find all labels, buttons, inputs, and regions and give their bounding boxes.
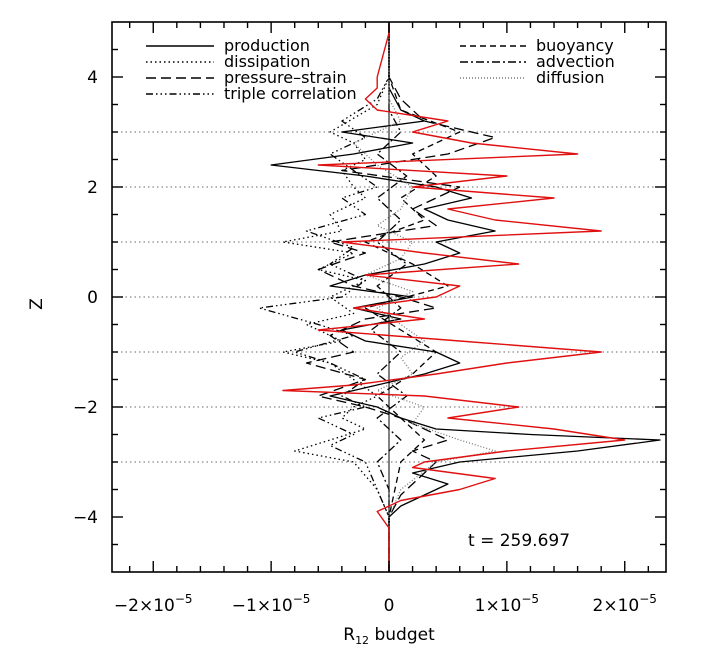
legend-label: advection bbox=[536, 52, 615, 71]
legend-label: diffusion bbox=[536, 68, 604, 87]
series-line-pressure-strain bbox=[305, 22, 496, 572]
x-tick-label: 1×10−5 bbox=[475, 592, 539, 616]
series-line-diffusion bbox=[352, 22, 496, 572]
series-line-production bbox=[270, 22, 661, 572]
x-axis-label-suffix: budget bbox=[369, 625, 435, 645]
axis-tick-labels: −2×10−5 −1×10−5 0 1×10−5 2×10−5 −4 −2 0 2 4 bbox=[73, 68, 657, 616]
legend-label: dissipation bbox=[224, 52, 310, 71]
series-line-triple-correlation bbox=[258, 22, 390, 572]
series-line-dissipation bbox=[282, 22, 390, 572]
axis-ticks bbox=[112, 22, 666, 572]
x-tick-label: 2×10−5 bbox=[593, 592, 657, 616]
y-axis-label: Z bbox=[27, 298, 47, 310]
time-annotation: t = 259.697 bbox=[468, 531, 570, 551]
legend-label: pressure–strain bbox=[224, 68, 347, 87]
y-tick-label: 4 bbox=[87, 68, 98, 88]
y-tick-label: 0 bbox=[87, 288, 98, 308]
y-tick-label: −2 bbox=[73, 398, 98, 418]
series-line-total bbox=[282, 22, 626, 572]
y-tick-label: −4 bbox=[73, 508, 98, 528]
legend-label: triple correlation bbox=[224, 84, 357, 103]
x-axis-label: R12 budget bbox=[343, 625, 435, 647]
series-layer bbox=[258, 22, 661, 572]
x-axis-label-subscript: 12 bbox=[355, 634, 369, 647]
x-tick-label: 0 bbox=[384, 596, 395, 616]
series-line-advection bbox=[370, 22, 408, 572]
legend-label: production bbox=[224, 36, 310, 55]
legend: productiondissipationpressure–straintrip… bbox=[146, 36, 615, 103]
y-tick-label: 2 bbox=[87, 178, 98, 198]
x-tick-label: −2×10−5 bbox=[114, 592, 193, 616]
x-axis-label-main: R bbox=[343, 625, 355, 645]
legend-label: buoyancy bbox=[536, 36, 614, 55]
x-tick-label: −1×10−5 bbox=[232, 592, 311, 616]
